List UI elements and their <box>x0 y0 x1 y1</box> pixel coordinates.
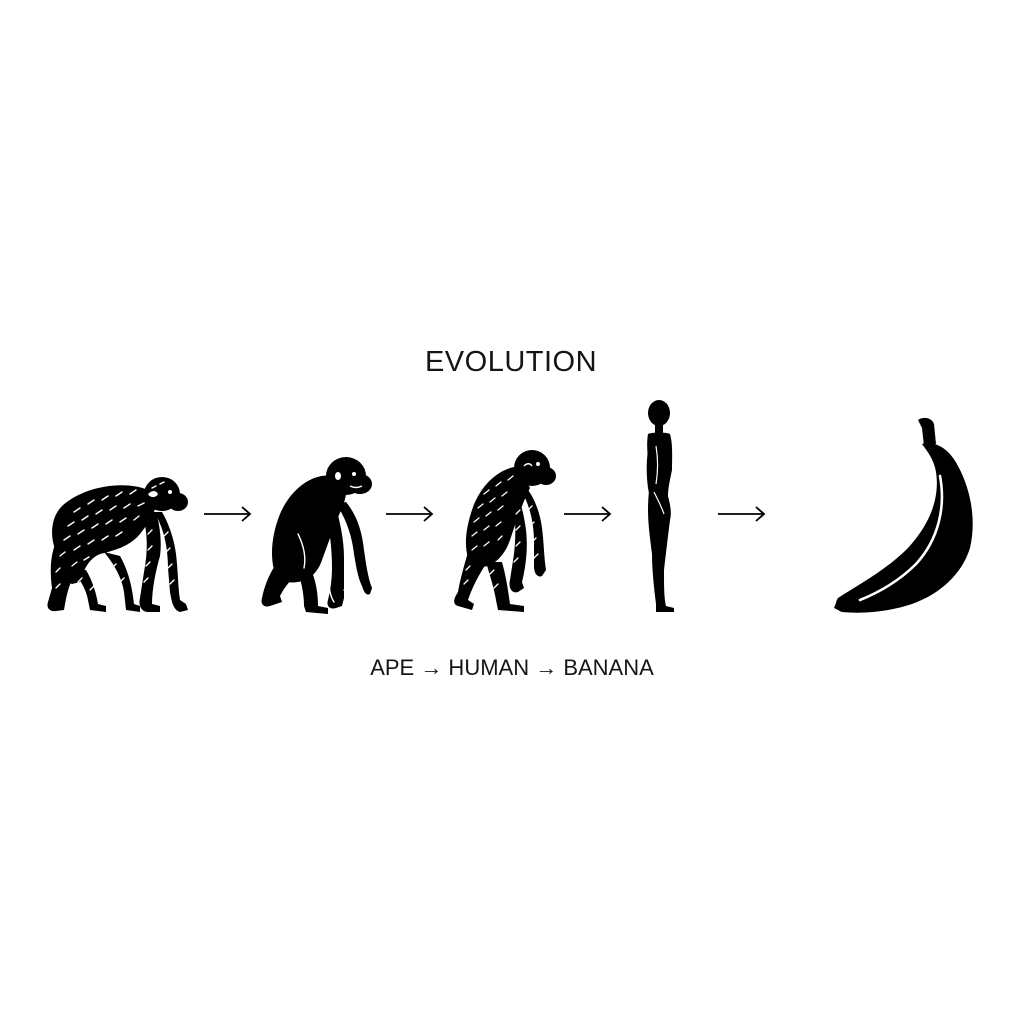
arrow-right-icon <box>386 504 434 524</box>
diagram-caption: APE → HUMAN → BANANA <box>370 655 654 680</box>
hairy-hominid-stooped-icon <box>450 448 558 616</box>
smooth-ape-crouching-icon <box>258 456 374 616</box>
arrow-right-icon <box>204 504 252 524</box>
banana-icon <box>832 414 980 616</box>
human-standing-icon <box>640 400 680 616</box>
diagram-title: EVOLUTION <box>424 346 598 378</box>
arrow-right-icon <box>718 504 766 524</box>
hairy-ape-crouching-icon <box>44 472 192 616</box>
arrow-right-icon <box>564 504 612 524</box>
